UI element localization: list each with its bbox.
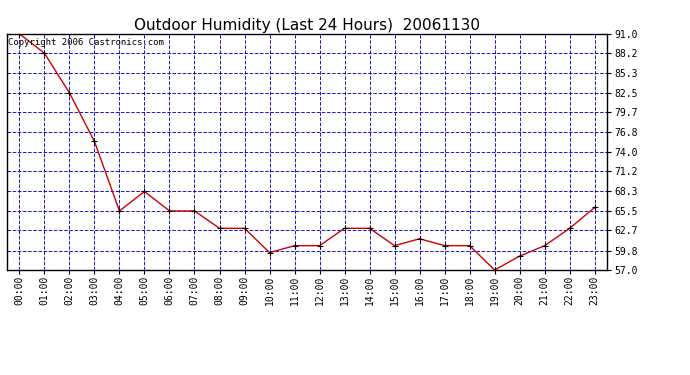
- Title: Outdoor Humidity (Last 24 Hours)  20061130: Outdoor Humidity (Last 24 Hours) 2006113…: [134, 18, 480, 33]
- Text: Copyright 2006 Castronics.com: Copyright 2006 Castronics.com: [8, 39, 164, 48]
